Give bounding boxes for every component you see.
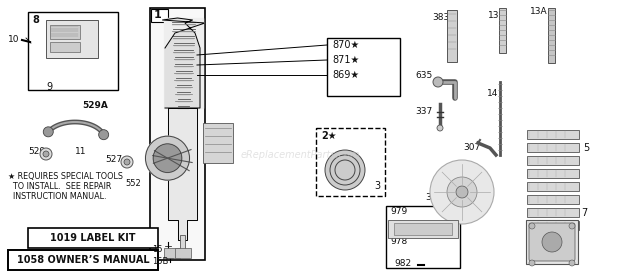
Bar [394,223,452,235]
Bar [527,143,579,152]
Circle shape [529,260,535,266]
Circle shape [542,232,562,252]
Bar [527,208,579,217]
Circle shape [430,160,494,224]
Text: 869★: 869★ [332,70,359,80]
Bar [386,206,460,268]
Circle shape [43,127,53,137]
Text: 8: 8 [32,15,39,25]
Text: eReplacementParts.com: eReplacementParts.com [241,150,360,160]
Circle shape [529,223,535,229]
Text: 635: 635 [415,70,432,79]
Text: 1: 1 [154,10,162,20]
Text: 13: 13 [488,10,500,20]
Polygon shape [168,108,197,240]
Circle shape [153,144,182,172]
Bar [527,169,579,178]
FancyBboxPatch shape [529,223,575,261]
Text: 1019 LABEL KIT: 1019 LABEL KIT [50,233,136,243]
Text: 14: 14 [487,89,498,97]
Bar [180,235,185,253]
Text: 10: 10 [8,36,19,44]
Bar [28,12,118,90]
Text: 527: 527 [105,155,122,164]
Circle shape [437,125,443,131]
Text: 982: 982 [394,259,411,267]
Bar [499,8,506,53]
Circle shape [43,151,49,157]
Bar [527,221,579,230]
Bar [164,248,180,258]
Text: 7: 7 [581,208,587,218]
Bar [8,250,158,270]
Text: 979: 979 [390,206,407,216]
Bar [548,8,555,63]
Text: 5: 5 [583,143,589,153]
Polygon shape [162,18,205,108]
Bar [203,123,232,163]
Circle shape [99,130,108,140]
Text: 9: 9 [46,82,52,92]
Polygon shape [164,18,203,108]
Circle shape [433,77,443,87]
Circle shape [325,150,365,190]
Bar [527,182,579,191]
Text: 2★: 2★ [321,131,337,141]
Text: 15B: 15B [153,257,169,266]
Text: 871★: 871★ [332,55,359,65]
Circle shape [40,148,52,160]
Bar [388,220,458,238]
Text: 307: 307 [463,142,480,152]
Circle shape [447,177,477,207]
Text: 13A: 13A [530,7,547,17]
Bar [50,25,80,39]
Bar [150,8,205,260]
Circle shape [569,223,575,229]
Text: 870★: 870★ [332,40,359,50]
Bar [50,42,80,52]
Text: 3: 3 [374,181,380,191]
Text: 15: 15 [153,245,163,254]
Circle shape [146,136,190,180]
Text: 306: 306 [425,193,442,203]
Bar [316,128,385,196]
Text: 978: 978 [390,238,407,246]
Bar [527,130,579,139]
Bar [28,228,158,248]
Text: INSTRUCTION MANUAL.: INSTRUCTION MANUAL. [8,192,107,201]
Text: 11: 11 [75,147,87,156]
Bar [447,10,457,62]
Text: ★ REQUIRES SPECIAL TOOLS: ★ REQUIRES SPECIAL TOOLS [8,172,123,181]
Text: 529: 529 [28,147,45,156]
Bar [527,156,579,165]
Circle shape [124,159,130,165]
Bar [527,195,579,204]
Text: TO INSTALL.  SEE REPAIR: TO INSTALL. SEE REPAIR [8,182,112,191]
Circle shape [569,260,575,266]
Bar [151,9,168,22]
Circle shape [456,186,468,198]
Text: 1058 OWNER’S MANUAL: 1058 OWNER’S MANUAL [17,255,149,265]
Circle shape [121,156,133,168]
Text: 337: 337 [415,107,432,116]
Bar [46,20,98,58]
Text: 383: 383 [432,14,450,23]
Bar [175,248,191,258]
Text: 552: 552 [125,179,141,187]
Bar [526,220,578,264]
Text: 529A: 529A [82,100,108,110]
Bar [327,38,400,96]
